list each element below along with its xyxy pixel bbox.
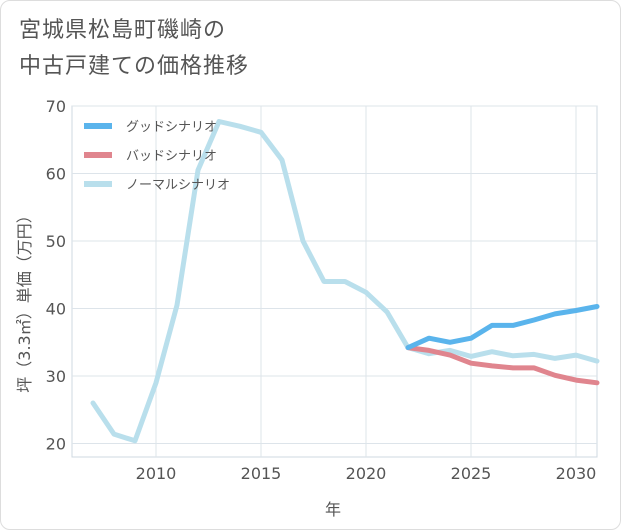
- chart-title: 宮城県松島町磯崎の 中古戸建ての価格推移: [19, 13, 249, 85]
- legend-label: ノーマルシナリオ: [126, 178, 230, 193]
- legend-label: グッドシナリオ: [126, 120, 217, 135]
- y-tick-label: 60: [46, 165, 66, 184]
- chart-title-line-2: 中古戸建ての価格推移: [19, 54, 250, 79]
- y-tick-label: 40: [46, 300, 66, 319]
- series-lines: [90, 119, 600, 444]
- x-tick-label: 2025: [451, 464, 492, 483]
- x-tick-label: 2015: [241, 464, 282, 483]
- series-line-1: [405, 304, 600, 351]
- x-tick-label: 2030: [556, 464, 597, 483]
- x-tick-label: 2010: [136, 464, 177, 483]
- legend-label: バッドシナリオ: [126, 149, 217, 164]
- chart-title-line-1: 宮城県松島町磯崎の: [19, 18, 227, 43]
- series-line-3: [90, 119, 600, 444]
- y-tick-label: 50: [46, 232, 66, 251]
- y-tick-label: 70: [46, 97, 66, 116]
- y-axis-label: 坪（3.3㎡）単価（万円）: [15, 207, 34, 392]
- series-line-2: [405, 345, 600, 386]
- y-tick-label: 30: [46, 367, 66, 386]
- grid-lines: [71, 105, 598, 458]
- x-axis-label: 年: [325, 500, 341, 519]
- y-tick-label: 20: [46, 435, 66, 454]
- x-tick-label: 2020: [346, 464, 387, 483]
